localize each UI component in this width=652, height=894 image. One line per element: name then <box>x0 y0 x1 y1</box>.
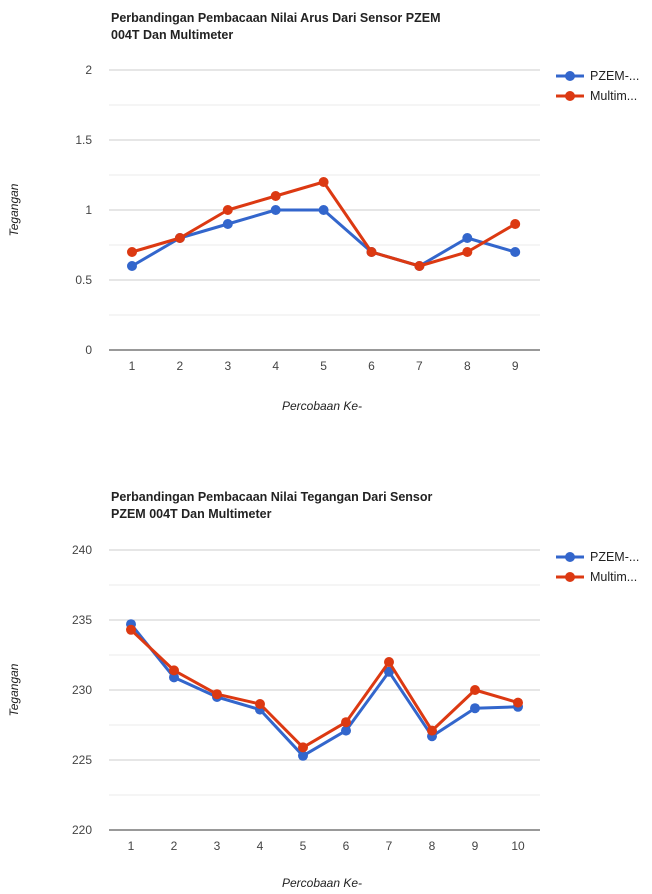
chart-title-line-2: 004T Dan Multimeter <box>111 28 233 42</box>
data-point <box>384 666 394 677</box>
x-tick-label: 6 <box>343 839 350 853</box>
y-tick-label: 2 <box>85 63 92 77</box>
data-point <box>169 665 179 676</box>
data-point <box>255 699 265 709</box>
data-point <box>366 247 377 257</box>
data-point <box>510 247 521 257</box>
data-point <box>341 717 351 728</box>
legend-label: PZEM-... <box>590 69 639 83</box>
y-tick-label: 1.5 <box>75 133 92 147</box>
legend-marker <box>565 552 575 562</box>
data-point <box>341 725 351 736</box>
data-point <box>270 191 281 201</box>
data-point <box>470 703 480 714</box>
x-tick-label: 7 <box>416 359 423 373</box>
data-point <box>470 685 480 695</box>
chart-title-line-1: Perbandingan Pembacaan Nilai Tegangan Da… <box>111 490 433 504</box>
data-point <box>126 624 136 635</box>
series-line-pzem <box>131 208 516 268</box>
x-tick-label: 10 <box>511 839 525 853</box>
legend-label: Multim... <box>590 570 637 584</box>
legend-label: PZEM-... <box>590 550 639 564</box>
current-comparison-chart: Perbandingan Pembacaan Nilai Arus Dari S… <box>7 11 639 413</box>
data-point <box>318 205 329 215</box>
data-point <box>270 205 281 215</box>
x-tick-label: 5 <box>320 359 327 373</box>
x-tick-label: 3 <box>224 359 231 373</box>
voltage-comparison-chart: Perbandingan Pembacaan Nilai Tegangan Da… <box>7 490 639 890</box>
x-axis-label: Percobaan Ke- <box>282 399 362 413</box>
y-axis-label: Tegangan <box>7 183 21 236</box>
data-point <box>462 233 473 243</box>
x-tick-label: 2 <box>171 839 178 853</box>
legend-marker <box>565 91 575 101</box>
y-tick-label: 0 <box>85 343 92 357</box>
y-axis-label: Tegangan <box>7 663 21 716</box>
y-tick-label: 230 <box>72 683 92 697</box>
x-tick-label: 9 <box>472 839 479 853</box>
series-line-multimeter <box>131 180 516 268</box>
data-point <box>127 261 137 271</box>
legend-marker <box>565 572 575 582</box>
y-tick-label: 0.5 <box>75 273 92 287</box>
data-point <box>127 247 137 257</box>
x-tick-label: 7 <box>386 839 393 853</box>
x-tick-label: 4 <box>257 839 264 853</box>
data-point <box>427 725 437 736</box>
legend-label: Multim... <box>590 89 637 103</box>
y-tick-label: 220 <box>72 823 92 837</box>
x-tick-label: 9 <box>512 359 519 373</box>
chart-title-line-2: PZEM 004T Dan Multimeter <box>111 507 272 521</box>
series-line-pzem <box>129 623 519 758</box>
x-tick-label: 8 <box>464 359 471 373</box>
data-point <box>212 689 222 700</box>
x-tick-label: 1 <box>129 359 136 373</box>
x-axis-label: Percobaan Ke- <box>282 876 362 890</box>
data-point <box>384 657 394 667</box>
legend-marker <box>565 71 575 81</box>
data-point <box>169 672 179 683</box>
data-point <box>462 247 473 257</box>
x-tick-label: 6 <box>368 359 375 373</box>
x-tick-label: 3 <box>214 839 221 853</box>
data-point <box>414 261 425 271</box>
chart-title-line-1: Perbandingan Pembacaan Nilai Arus Dari S… <box>111 11 441 25</box>
y-tick-label: 1 <box>85 203 92 217</box>
y-tick-label: 225 <box>72 753 92 767</box>
x-tick-label: 5 <box>300 839 307 853</box>
data-point <box>318 177 329 187</box>
x-tick-label: 8 <box>429 839 436 853</box>
x-tick-label: 1 <box>128 839 135 853</box>
x-tick-label: 2 <box>177 359 184 373</box>
y-tick-label: 240 <box>72 543 92 557</box>
data-point <box>174 233 185 243</box>
data-point <box>298 750 308 761</box>
y-tick-label: 235 <box>72 613 92 627</box>
data-point <box>298 742 308 753</box>
data-point <box>513 697 523 708</box>
x-tick-label: 4 <box>272 359 279 373</box>
series-line-multimeter <box>129 628 519 749</box>
data-point <box>222 205 233 215</box>
data-point <box>222 219 233 229</box>
data-point <box>510 219 521 229</box>
